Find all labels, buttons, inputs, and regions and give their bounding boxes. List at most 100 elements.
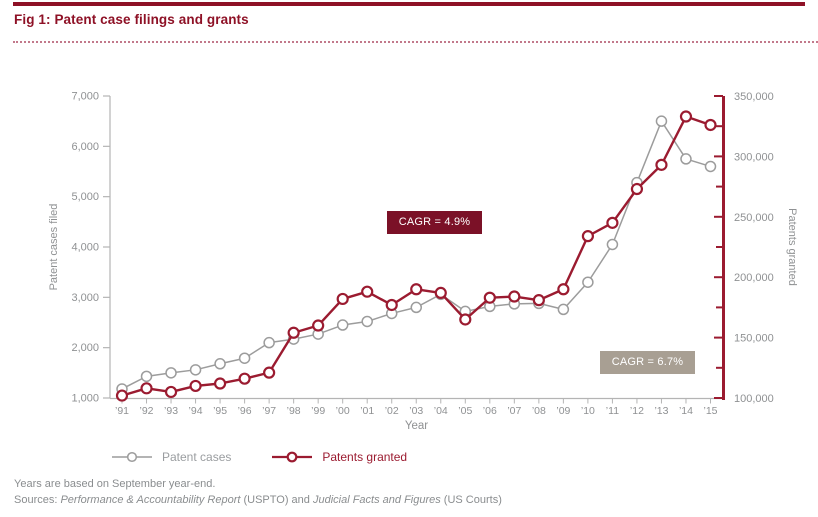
- x-axis-tick-label: ’10: [581, 405, 595, 417]
- data-point-patents-granted: [557, 283, 570, 296]
- x-axis-tick-label: ’02: [385, 405, 399, 417]
- legend-label-patent-cases: Patent cases: [162, 450, 232, 464]
- data-point-patents-granted: [508, 290, 521, 303]
- data-point-patents-granted: [704, 118, 717, 132]
- legend-circle-marker: [286, 451, 298, 463]
- data-point-patent-cases: [214, 358, 226, 370]
- x-axis-tick-label: ’15: [703, 405, 717, 417]
- legend-marker-patents-granted: [272, 451, 313, 463]
- x-axis-tick-label: ’91: [115, 405, 129, 417]
- dotted-separator: [13, 41, 818, 43]
- left-axis-tick-label: 6,000: [71, 141, 99, 153]
- x-axis-tick-label: ’13: [654, 405, 668, 417]
- data-point-patent-cases: [336, 319, 349, 331]
- source-title-uspto: Performance & Accountability Report: [60, 493, 241, 506]
- data-point-patents-granted: [312, 319, 325, 332]
- right-axis-tick-label: 100,000: [734, 393, 774, 405]
- data-point-patents-granted: [630, 182, 644, 196]
- data-point-patents-granted: [140, 382, 153, 395]
- data-point-patents-granted: [459, 313, 472, 326]
- right-axis-tick-label: 200,000: [734, 272, 774, 284]
- right-axis-tick-label: 350,000: [734, 91, 774, 103]
- right-axis-tick-label: 150,000: [734, 333, 774, 345]
- cagr-annotation-patents-granted: CAGR = 4.9%: [387, 211, 482, 234]
- data-point-patent-cases: [655, 115, 668, 127]
- data-point-patents-granted: [483, 291, 496, 304]
- data-point-patent-cases: [704, 160, 717, 173]
- data-point-patents-granted: [434, 286, 447, 300]
- data-point-patent-cases: [582, 276, 594, 288]
- data-point-patents-granted: [263, 366, 276, 379]
- data-point-patent-cases: [189, 364, 202, 376]
- footnote-year-basis: Years are based on September year-end.: [14, 478, 216, 490]
- data-point-patents-granted: [606, 216, 619, 229]
- left-axis-tick-label: 1,000: [71, 393, 99, 405]
- top-rule: [13, 2, 805, 6]
- sources-suffix: (US Courts): [440, 493, 502, 506]
- left-axis-title: Patent cases filed: [48, 204, 60, 291]
- data-point-patents-granted: [410, 283, 423, 296]
- data-point-patent-cases: [680, 153, 692, 165]
- right-axis-tick-label: 300,000: [734, 151, 774, 163]
- left-axis-tick-label: 7,000: [71, 91, 99, 103]
- sources-mid: (USPTO) and: [240, 493, 313, 506]
- x-axis-tick-label: ’04: [434, 405, 448, 417]
- data-point-patents-granted: [655, 158, 668, 171]
- data-point-patent-cases: [557, 303, 570, 316]
- x-axis-tick-label: ’98: [287, 405, 301, 417]
- footnote: Years are based on September year-end. S…: [14, 477, 502, 508]
- right-axis-tick-label: 250,000: [734, 212, 774, 224]
- data-point-patent-cases: [238, 352, 251, 364]
- x-axis-tick-label: ’00: [336, 405, 350, 417]
- data-point-patents-granted: [385, 298, 398, 312]
- data-point-patent-cases: [165, 367, 177, 379]
- x-axis-tick-label: ’93: [164, 405, 178, 417]
- x-axis-tick-label: ’06: [483, 405, 497, 417]
- left-axis-tick-label: 4,000: [71, 242, 99, 254]
- footnote-sources: Sources: Performance & Accountability Re…: [14, 493, 502, 509]
- legend-item-patent-cases: Patent cases: [111, 450, 231, 464]
- data-point-patents-granted: [213, 377, 227, 390]
- data-point-patent-cases: [263, 336, 275, 349]
- x-axis-tick-label: ’09: [556, 405, 570, 417]
- x-axis-tick-label: ’94: [189, 405, 203, 417]
- data-point-patent-cases: [410, 301, 422, 314]
- x-axis-tick-label: ’01: [360, 405, 374, 417]
- x-axis-tick-label: ’14: [679, 405, 693, 417]
- x-axis-tick-label: ’92: [140, 405, 154, 417]
- data-point-patents-granted: [361, 285, 374, 298]
- x-axis-tick-label: ’03: [409, 405, 423, 417]
- right-axis-title: Patents granted: [786, 208, 798, 286]
- data-point-patents-granted: [238, 372, 251, 385]
- data-point-patents-granted: [115, 389, 129, 402]
- x-axis-title: Year: [405, 420, 428, 432]
- figure-title: Fig 1: Patent case filings and grants: [14, 12, 249, 27]
- x-axis-tick-label: ’11: [606, 405, 619, 417]
- x-axis-tick-label: ’08: [532, 405, 546, 417]
- data-point-patents-granted: [336, 292, 349, 306]
- legend-marker-patent-cases: [112, 451, 152, 463]
- cagr-annotation-patent-cases: CAGR = 6.7%: [600, 351, 695, 374]
- data-point-patents-granted: [164, 385, 178, 399]
- legend-circle-marker: [126, 451, 138, 463]
- x-axis-tick-label: ’97: [262, 405, 276, 417]
- source-title-courts: Judicial Facts and Figures: [312, 493, 441, 506]
- data-point-patent-cases: [606, 238, 619, 251]
- data-point-patents-granted: [532, 294, 545, 307]
- left-axis-tick-label: 2,000: [71, 342, 99, 354]
- data-point-patents-granted: [581, 230, 594, 243]
- legend-item-patents-granted: Patents granted: [271, 450, 407, 464]
- x-axis-tick-label: ’12: [630, 405, 644, 417]
- x-axis-tick-label: ’99: [311, 405, 325, 417]
- left-axis-tick-label: 3,000: [71, 292, 99, 304]
- data-point-patent-cases: [140, 370, 153, 383]
- x-axis-tick-label: ’95: [213, 405, 227, 417]
- x-axis-tick-label: ’07: [507, 405, 521, 417]
- x-axis-tick-label: ’05: [458, 405, 472, 417]
- legend-label-patents-granted: Patents granted: [322, 450, 408, 464]
- chart-legend: Patent cases Patents granted: [111, 450, 407, 464]
- series-line-patent-cases: [121, 120, 711, 390]
- data-point-patents-granted: [679, 110, 693, 123]
